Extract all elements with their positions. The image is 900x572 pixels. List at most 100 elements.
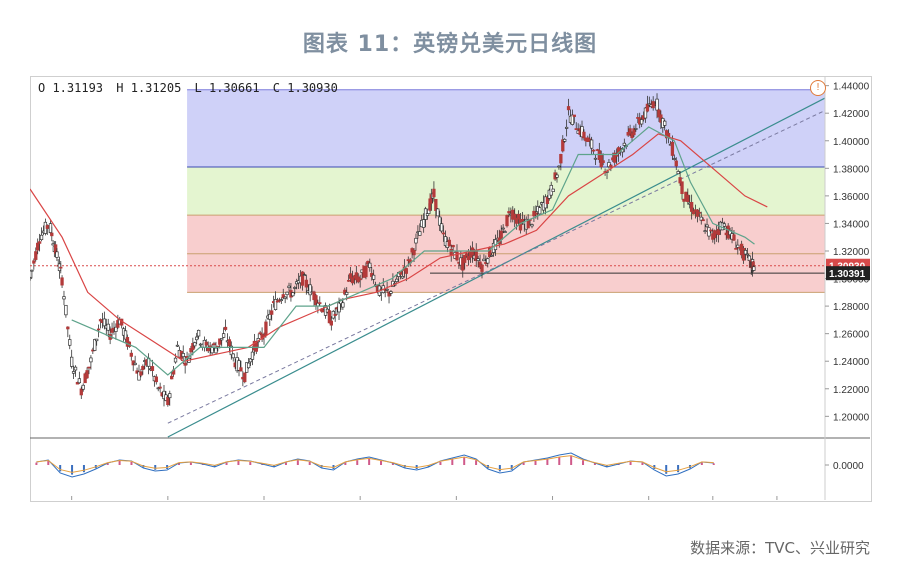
candle-body	[231, 353, 235, 359]
candle-body	[686, 194, 690, 203]
candle-body	[632, 128, 636, 136]
candle-body	[243, 372, 247, 383]
candle-body	[461, 258, 465, 271]
candle-body	[476, 258, 480, 261]
macd-bar	[225, 462, 228, 465]
candle-body	[181, 353, 185, 357]
candle-body	[634, 128, 638, 130]
candle-body	[75, 381, 80, 385]
candle-body	[30, 277, 32, 280]
macd-bar	[582, 460, 585, 465]
candle-body	[443, 236, 448, 246]
candle-body	[123, 330, 128, 340]
candle-body	[701, 219, 705, 222]
candle-body	[676, 171, 680, 175]
macd-bar	[368, 458, 371, 465]
candle-body	[32, 260, 36, 264]
macd-bar	[641, 462, 644, 465]
candle-body	[570, 114, 575, 125]
candle-body	[595, 149, 600, 151]
candle-body	[559, 153, 563, 164]
candle-body	[689, 201, 694, 212]
candle-body	[732, 234, 736, 241]
candle-body	[45, 225, 49, 229]
macd-bar	[534, 461, 537, 465]
candle-body	[59, 266, 63, 269]
candle-body	[214, 347, 218, 354]
candle-body	[73, 366, 78, 371]
candle-body	[270, 310, 274, 315]
candle-body	[287, 285, 291, 288]
candle-body	[62, 296, 66, 300]
candle-body	[526, 219, 530, 229]
candle-body	[70, 356, 74, 367]
macd-bar	[201, 464, 204, 465]
candle-body	[302, 274, 307, 276]
candle-body	[466, 255, 471, 261]
candle-body	[371, 274, 376, 280]
candle-body	[643, 107, 648, 119]
candle-body	[345, 292, 349, 295]
candle-body	[281, 294, 285, 299]
candle-body	[327, 310, 332, 324]
candle-body	[563, 139, 567, 142]
candle-body	[318, 302, 322, 304]
candle-body	[291, 292, 295, 297]
macd-bar	[261, 464, 264, 465]
candle-body	[87, 366, 91, 369]
ohlc-close: C 1.30930	[272, 81, 338, 95]
candle-body	[227, 339, 232, 347]
candle-body	[150, 366, 155, 371]
candle-body	[79, 388, 83, 396]
candle-body	[470, 247, 475, 257]
candle-body	[246, 362, 251, 369]
candle-body	[645, 103, 650, 112]
candle-body	[96, 328, 101, 331]
candle-body	[37, 241, 42, 244]
candle-body	[93, 339, 97, 351]
fib-band-0	[187, 89, 826, 167]
candle-body	[250, 351, 255, 360]
macd-bar	[498, 465, 501, 472]
candle-body	[639, 119, 644, 125]
candle-body	[237, 360, 241, 371]
candle-body	[745, 253, 750, 256]
candle-body	[183, 362, 187, 366]
candle-body	[395, 278, 399, 282]
candle-body	[486, 258, 490, 264]
candle-body	[385, 288, 389, 291]
candle-body	[300, 271, 305, 286]
macd-bar	[296, 460, 299, 465]
candle-body	[613, 152, 617, 163]
candle-body	[551, 188, 555, 192]
candle-body	[545, 196, 550, 205]
candle-body	[434, 198, 438, 211]
line-price-tag-bg	[826, 266, 870, 281]
candle-body	[341, 302, 345, 308]
candle-body	[614, 154, 619, 157]
candle-body	[137, 371, 141, 381]
candle-body	[158, 386, 162, 389]
candle-body	[513, 213, 517, 220]
ohlc-high: H 1.31205	[116, 81, 182, 95]
ohlc-low: L 1.30661	[194, 81, 260, 95]
candle-body	[273, 299, 278, 310]
y-tick-label: 1.28000	[833, 302, 870, 313]
candle-body	[622, 142, 626, 146]
candle-body	[705, 224, 709, 228]
candle-body	[195, 336, 199, 341]
line-price-tag: 1.30391	[829, 269, 866, 280]
candle-body	[572, 114, 576, 117]
candle-body	[564, 126, 569, 129]
candle-body	[193, 342, 197, 347]
candle-body	[264, 321, 268, 336]
candle-body	[628, 128, 632, 134]
candle-body	[507, 211, 511, 214]
candle-body	[538, 207, 542, 215]
candle-body	[678, 177, 682, 184]
y-tick-label: 1.44000	[833, 82, 870, 93]
macd-signal-line	[36, 455, 714, 473]
candle-body	[607, 162, 611, 168]
alert-icon[interactable]: !	[810, 80, 826, 96]
macd-tick-label: 0.0000	[833, 461, 864, 472]
